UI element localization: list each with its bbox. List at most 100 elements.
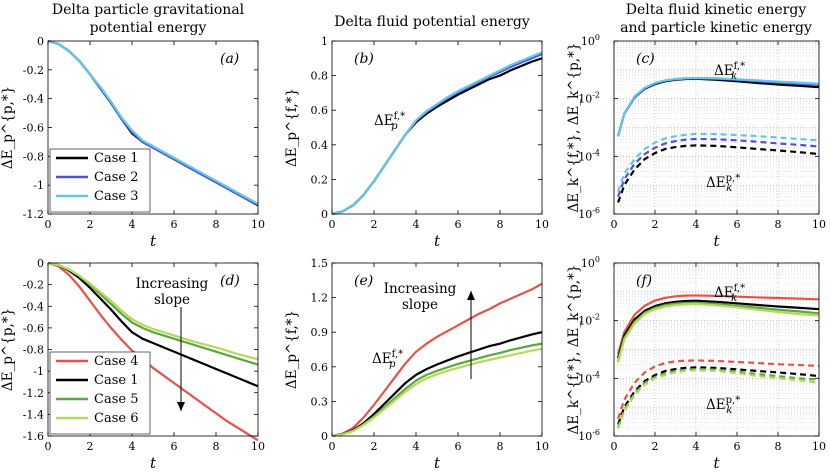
label-base: ΔE bbox=[714, 63, 734, 79]
label-sub: p bbox=[391, 121, 398, 132]
y-tick-label: 0.6 bbox=[311, 361, 329, 374]
series-group bbox=[47, 261, 259, 442]
panel-label: (f) bbox=[636, 273, 652, 289]
title-col1-line2: potential energy bbox=[90, 20, 207, 36]
title-col1-line1: Delta particle gravitational bbox=[52, 2, 245, 18]
x-tick-label: 10 bbox=[812, 218, 826, 231]
series-group bbox=[331, 51, 543, 216]
series-case-6 bbox=[331, 347, 543, 438]
legend-box bbox=[49, 148, 151, 213]
panel-label: (d) bbox=[220, 273, 240, 289]
x-axis-label: t bbox=[713, 454, 720, 472]
plot-area bbox=[332, 263, 542, 436]
x-tick-label: 6 bbox=[455, 440, 462, 453]
label-sup: p,* bbox=[726, 395, 741, 406]
label-sub: k bbox=[731, 293, 737, 304]
x-tick-label: 4 bbox=[693, 440, 700, 453]
particle-ke-annotation: ΔEp,* k bbox=[706, 395, 740, 416]
panel-label: (e) bbox=[354, 273, 373, 289]
x-axis-label: t bbox=[434, 454, 441, 472]
label-base: ΔE bbox=[714, 285, 734, 301]
y-tick-label: -1.4 bbox=[23, 408, 44, 421]
y-tick-label: -1.2 bbox=[23, 387, 44, 400]
x-tick-label: 4 bbox=[413, 440, 420, 453]
label-sup: f,* bbox=[734, 283, 746, 294]
series-group bbox=[331, 282, 543, 438]
y-tick-label: 10-2 bbox=[578, 91, 600, 106]
x-tick-label: 6 bbox=[734, 440, 741, 453]
label-base: ΔE bbox=[706, 397, 726, 413]
y-axis-label: ΔE_p^{p,*} bbox=[0, 86, 16, 169]
x-tick-label: 6 bbox=[171, 218, 178, 231]
x-axis-label: t bbox=[713, 232, 720, 250]
x-tick-label: 10 bbox=[812, 440, 826, 453]
x-tick-label: 2 bbox=[87, 218, 94, 231]
y-tick-label: -0.2 bbox=[23, 64, 44, 77]
y-tick-label: 0 bbox=[321, 430, 328, 443]
y-tick-base: 10 bbox=[578, 372, 592, 385]
slope-annotation-line: Increasing bbox=[136, 276, 209, 292]
x-tick-label: 6 bbox=[171, 440, 178, 453]
y-tick-exp: -2 bbox=[592, 313, 600, 322]
y-tick-label: 10-6 bbox=[578, 206, 600, 221]
x-tick-label: 10 bbox=[251, 218, 265, 231]
x-tick-label: 8 bbox=[213, 218, 220, 231]
slope-annotation-line: slope bbox=[402, 297, 438, 313]
label-sub: k bbox=[726, 405, 732, 416]
y-tick-exp: 0 bbox=[595, 255, 600, 264]
y-tick-label: 0 bbox=[37, 257, 44, 270]
label-sub: k bbox=[726, 183, 732, 194]
y-tick-label: 10-6 bbox=[578, 428, 600, 443]
y-tick-exp: -6 bbox=[592, 428, 600, 437]
legend: Case 1 Case 2 Case 3 bbox=[49, 148, 151, 213]
series-group bbox=[617, 294, 820, 430]
x-axis-label: t bbox=[150, 232, 157, 250]
legend: Case 4 Case 1 Case 5 Case 6 bbox=[49, 351, 151, 435]
label-sup: f,* bbox=[394, 111, 406, 122]
slope-annotation-line: slope bbox=[154, 292, 190, 308]
y-axis-label: ΔE_p^{f,*} bbox=[284, 88, 300, 167]
y-tick-exp: -6 bbox=[592, 206, 600, 215]
series-case-2-particle bbox=[617, 137, 820, 198]
series-case-4-fluid bbox=[617, 294, 820, 355]
x-tick-label: 0 bbox=[329, 218, 336, 231]
y-tick-label: 0.3 bbox=[311, 395, 329, 408]
label-sub: p bbox=[389, 359, 396, 370]
panel-d: 0 2 4 6 8 10 0 -0.2 -0.4 -0.6 -0.8 -1 -1.2 -1.4 -1.6 t Δ… bbox=[0, 257, 265, 472]
series-case-4 bbox=[47, 261, 259, 442]
y-tick-label: -0.4 bbox=[23, 300, 44, 313]
x-tick-label: 0 bbox=[45, 440, 52, 453]
y-tick-label: -0.6 bbox=[23, 322, 44, 335]
y-tick-label: 100 bbox=[581, 33, 600, 48]
label-base: ΔE bbox=[374, 113, 394, 129]
x-tick-label: 0 bbox=[45, 218, 52, 231]
x-tick-label: 2 bbox=[371, 440, 378, 453]
legend-label: Case 1 bbox=[94, 373, 138, 388]
x-tick-label: 8 bbox=[775, 218, 782, 231]
y-tick-label: 1 bbox=[321, 35, 328, 48]
y-tick-base: 10 bbox=[578, 150, 592, 163]
axes-frame bbox=[613, 40, 820, 215]
legend-label: Case 3 bbox=[94, 189, 138, 204]
y-tick-label: -1.2 bbox=[23, 208, 44, 221]
y-tick-base: 10 bbox=[578, 93, 592, 106]
series-group bbox=[47, 39, 259, 207]
y-tick-label: 0 bbox=[37, 35, 44, 48]
y-tick-label: 0.4 bbox=[311, 139, 329, 152]
y-tick-label: 0.6 bbox=[311, 104, 329, 117]
grid bbox=[613, 41, 820, 215]
y-tick-base: 10 bbox=[581, 257, 595, 270]
x-axis-label: t bbox=[150, 454, 157, 472]
title-col3-line1: Delta fluid kinetic energy bbox=[626, 2, 807, 18]
legend-label: Case 1 bbox=[94, 151, 138, 166]
panel-label: (b) bbox=[354, 51, 374, 67]
x-tick-label: 10 bbox=[535, 218, 549, 231]
x-tick-label: 8 bbox=[497, 440, 504, 453]
x-tick-label: 4 bbox=[413, 218, 420, 231]
x-tick-label: 4 bbox=[693, 218, 700, 231]
legend-box bbox=[49, 351, 151, 435]
y-axis-label: ΔE_p^{f,*} bbox=[284, 310, 300, 389]
series-case-3-fluid bbox=[617, 76, 820, 137]
